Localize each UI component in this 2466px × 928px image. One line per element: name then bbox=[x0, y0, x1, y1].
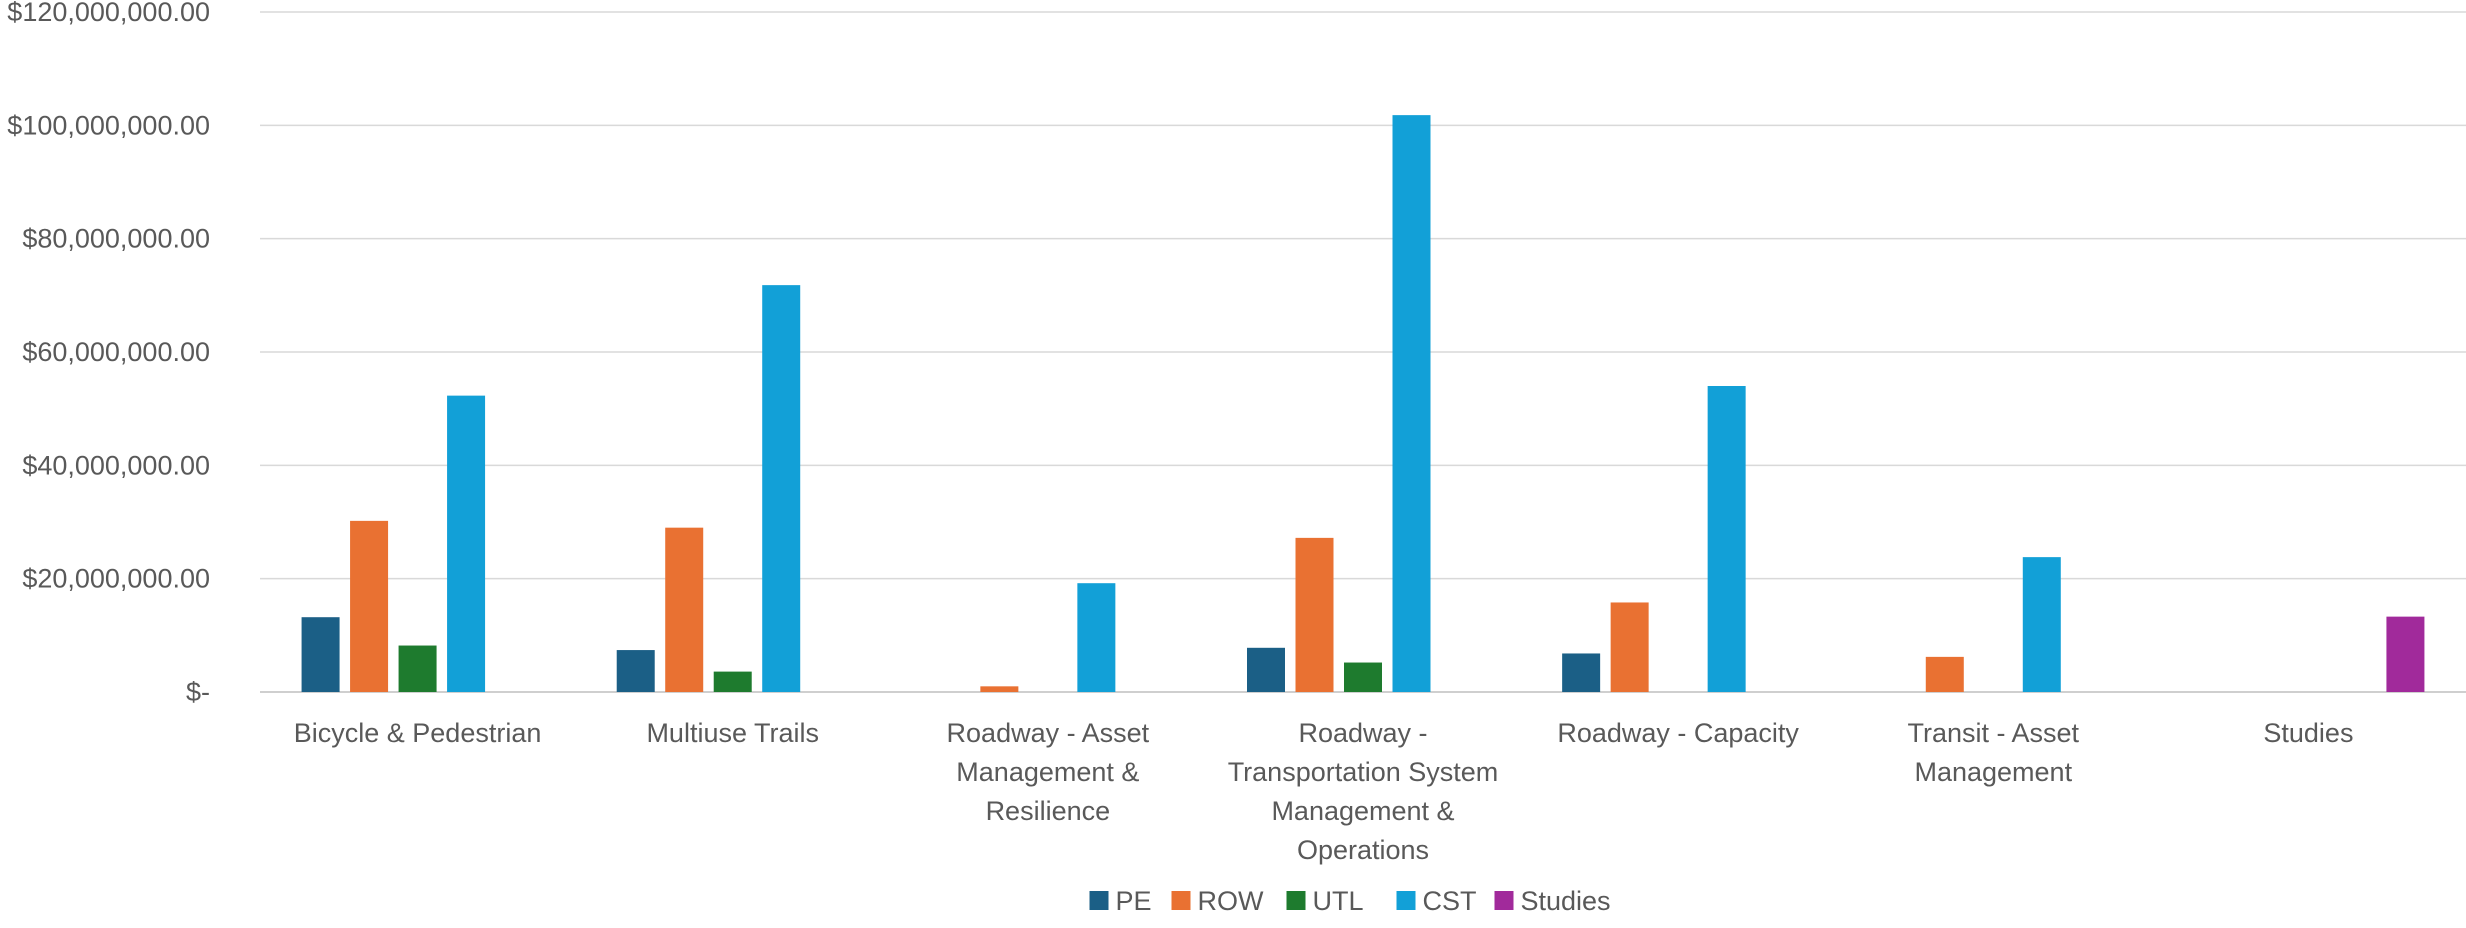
category-label: Transit - Asset Management bbox=[1908, 718, 2080, 787]
gridlines bbox=[260, 11, 2466, 693]
y-tick-label: $20,000,000.00 bbox=[22, 564, 210, 594]
legend-label: Studies bbox=[1521, 886, 1611, 916]
y-tick-label: $120,000,000.00 bbox=[7, 0, 210, 27]
legend-label: UTL bbox=[1313, 886, 1364, 916]
bar-cst-2 bbox=[1077, 583, 1116, 692]
category-label-line: Operations bbox=[1297, 835, 1429, 865]
category-label: Studies bbox=[2263, 718, 2353, 748]
bar-utl-0 bbox=[398, 645, 437, 692]
legend-item-utl: UTL bbox=[1286, 886, 1364, 916]
category-label-line: Bicycle & Pedestrian bbox=[294, 718, 542, 748]
x-axis-category-labels: Bicycle & Pedestrian Multiuse Trails Roadw… bbox=[294, 718, 2354, 865]
category-label-line: Studies bbox=[2263, 718, 2353, 748]
category-label-line: Resilience bbox=[986, 796, 1111, 826]
bar-studies-6 bbox=[2386, 616, 2425, 692]
bar-row-0 bbox=[350, 520, 389, 692]
legend-item-pe: PE bbox=[1089, 886, 1152, 916]
category-label: Roadway - Transportation System Management… bbox=[1228, 718, 1499, 865]
bar-row-3 bbox=[1295, 537, 1334, 692]
bar-cst-3 bbox=[1392, 115, 1431, 693]
bars bbox=[301, 115, 2425, 693]
bar-pe-3 bbox=[1247, 647, 1285, 692]
legend-label: CST bbox=[1423, 886, 1477, 916]
y-tick-label: $60,000,000.00 bbox=[22, 337, 210, 367]
bar-row-1 bbox=[665, 527, 704, 692]
category-label-line: Transit - Asset bbox=[1908, 718, 2080, 748]
y-axis-tick-labels: $- $20,000,000.00 $40,000,000.00 $60,000,00… bbox=[7, 0, 210, 707]
legend-item-row: ROW bbox=[1171, 886, 1265, 916]
legend: PE ROW UTL CST Studies bbox=[1089, 886, 1611, 916]
bar-row-5 bbox=[1925, 656, 1964, 692]
category-label: Roadway - Capacity bbox=[1557, 718, 1799, 748]
category-label: Bicycle & Pedestrian bbox=[294, 718, 542, 748]
legend-swatch bbox=[1396, 891, 1416, 910]
bar-cst-1 bbox=[762, 285, 801, 692]
y-tick-label: $80,000,000.00 bbox=[22, 224, 210, 254]
category-label-line: Roadway - bbox=[1298, 718, 1427, 748]
legend-swatch bbox=[1494, 891, 1514, 910]
category-label-line: Multiuse Trails bbox=[646, 718, 819, 748]
legend-item-studies: Studies bbox=[1494, 886, 1611, 916]
bar-row-2 bbox=[980, 686, 1019, 692]
category-label-line: Roadway - Asset bbox=[947, 718, 1150, 748]
category-label-line: Management bbox=[1914, 757, 2072, 787]
category-label-line: Management & bbox=[956, 757, 1139, 787]
y-tick-label: $40,000,000.00 bbox=[22, 450, 210, 480]
category-label: Roadway - Asset Management & Resilience bbox=[947, 718, 1150, 826]
bar-row-4 bbox=[1610, 602, 1649, 692]
category-label-line: Transportation System bbox=[1228, 757, 1499, 787]
bar-utl-1 bbox=[713, 671, 752, 692]
y-tick-label: $- bbox=[186, 677, 210, 707]
bar-cst-5 bbox=[2022, 557, 2061, 692]
legend-swatch bbox=[1089, 891, 1109, 910]
legend-item-cst: CST bbox=[1396, 886, 1477, 916]
bar-utl-3 bbox=[1344, 662, 1382, 692]
bar-pe-4 bbox=[1562, 653, 1601, 692]
category-label-line: Management & bbox=[1271, 796, 1454, 826]
legend-swatch bbox=[1171, 891, 1191, 910]
category-label: Multiuse Trails bbox=[646, 718, 819, 748]
y-tick-label: $100,000,000.00 bbox=[7, 110, 210, 140]
legend-label: PE bbox=[1116, 886, 1152, 916]
bar-pe-1 bbox=[616, 650, 655, 692]
legend-swatch bbox=[1286, 891, 1306, 910]
bar-cst-4 bbox=[1707, 386, 1746, 692]
legend-label: ROW bbox=[1198, 886, 1265, 916]
category-label-line: Roadway - Capacity bbox=[1557, 718, 1799, 748]
bar-cst-0 bbox=[447, 395, 486, 692]
bar-pe-0 bbox=[301, 617, 340, 692]
